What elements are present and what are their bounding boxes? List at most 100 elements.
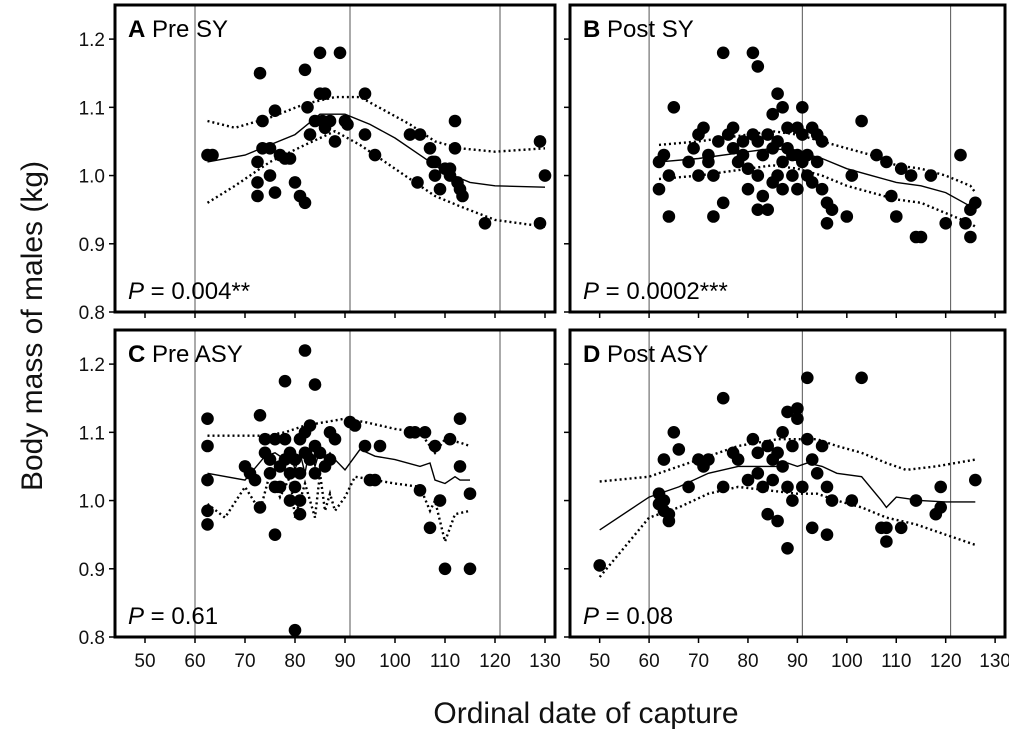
panel-a-point-2 xyxy=(251,189,264,203)
panel-b-point-4 xyxy=(662,210,676,223)
panel-a-point-54 xyxy=(538,169,552,182)
panel-c-point-53 xyxy=(413,484,427,497)
panel-d-point-44 xyxy=(815,439,829,453)
panel-a-point-31 xyxy=(341,118,354,131)
panel-d-point-26 xyxy=(766,473,779,487)
panel-d-point-31 xyxy=(781,405,794,419)
panel-d-frame xyxy=(568,328,1007,639)
panel-d-point-27 xyxy=(771,446,784,460)
panel-a-point-4 xyxy=(251,155,264,169)
panel-a-point-36 xyxy=(411,176,424,189)
panel-c-point-61 xyxy=(453,460,467,473)
panel-d-point-29 xyxy=(776,426,789,439)
panel-d-point-28 xyxy=(771,514,784,528)
panel-b-point-9 xyxy=(692,169,705,182)
panel-a-point-38 xyxy=(423,142,437,155)
panel-d-point-33 xyxy=(781,542,794,555)
panel-c-point-37 xyxy=(308,378,322,391)
panel-c-point-16 xyxy=(268,528,282,541)
panel-d-point-40 xyxy=(801,432,814,446)
panel-b-point-16 xyxy=(716,46,730,60)
panel-a-point-10 xyxy=(268,104,282,117)
panel-a-point-42 xyxy=(433,182,447,196)
panel-c-point-18 xyxy=(273,480,287,494)
panel-a-point-47 xyxy=(448,142,462,155)
panel-c-point-47 xyxy=(358,439,372,453)
panel-d-fit-line xyxy=(599,462,976,531)
panel-c-point-25 xyxy=(288,623,302,637)
panel-b-point-14 xyxy=(707,210,720,223)
panel-b-point-26 xyxy=(746,46,760,60)
panel-b-point-67 xyxy=(845,169,859,182)
panel-c-point-19 xyxy=(278,374,292,388)
panel-d-point-24 xyxy=(761,439,774,453)
panel-c-ytick-label: 0.9 xyxy=(79,560,105,581)
panel-b-point-12 xyxy=(702,155,715,169)
panel-a-point-22 xyxy=(313,46,327,60)
panel-d-point-49 xyxy=(855,371,868,385)
panel-c-fit-line xyxy=(207,445,470,485)
panel-b-p-text: = 0.0002*** xyxy=(599,278,728,305)
panel-b-upper-ci-line xyxy=(658,129,977,194)
panel-b-point-39 xyxy=(771,87,784,100)
panel-a-point-35 xyxy=(403,128,417,141)
panel-b-lower-ci-line xyxy=(658,164,976,228)
panel-d-point-4 xyxy=(657,494,671,507)
panel-c-p-symbol: P xyxy=(128,603,144,630)
panel-b-point-74 xyxy=(904,169,918,182)
panel-d-point-37 xyxy=(791,412,804,426)
panel-a: 0.8 0.9 1.0 1.1 1.2 A Pre SY P = 0.004** xyxy=(79,3,557,324)
panel-b-point-29 xyxy=(751,135,765,148)
panel-d-letter: D xyxy=(583,341,600,368)
panel-d-point-23 xyxy=(761,507,774,521)
panel-b-point-23 xyxy=(736,148,750,162)
panel-c-ytick-label: 1.2 xyxy=(79,355,105,376)
panel-d-point-7 xyxy=(662,514,676,528)
panel-b-point-20 xyxy=(726,142,740,155)
panel-b-point-25 xyxy=(741,182,755,196)
panel-c-label: C Pre ASY xyxy=(128,341,243,368)
panel-d-title: Post ASY xyxy=(600,341,708,368)
panel-b-point-51 xyxy=(791,182,804,196)
panel-d-point-20 xyxy=(751,446,765,460)
panel-b-point-19 xyxy=(726,121,740,135)
panel-b-point-53 xyxy=(796,128,809,141)
panel-c-ytick-label: 1.1 xyxy=(79,423,105,444)
panel-a-p-text: = 0.004** xyxy=(144,278,250,305)
panel-c-point-44 xyxy=(328,432,342,446)
panel-b-point-45 xyxy=(781,121,794,135)
panel-b-point-48 xyxy=(786,169,799,182)
panel-c-point-1 xyxy=(201,439,214,453)
panel-c: 0.8 0.9 1.0 1.1 1.2 50 60 70 80 90 100 110 120 130 C P… xyxy=(79,328,561,672)
panel-d-xtick-label: 70 xyxy=(688,651,709,672)
panel-d: 50 60 70 80 90 100 110 120 130 D Post ASY P = 0.08 xyxy=(564,328,1009,672)
panel-c-point-4 xyxy=(201,518,214,531)
panel-c-point-55 xyxy=(423,521,437,535)
panel-d-point-45 xyxy=(820,480,834,494)
panel-b-point-77 xyxy=(924,169,938,182)
panel-d-point-39 xyxy=(801,371,814,385)
panel-b-point-72 xyxy=(890,210,903,223)
panel-b-point-65 xyxy=(825,203,839,216)
panel-a-point-17 xyxy=(298,196,312,210)
panel-b-point-40 xyxy=(771,135,784,148)
panel-c-point-31 xyxy=(293,507,307,521)
panel-a-ytick-label: 1.1 xyxy=(79,98,105,119)
panel-c-p-text: = 0.61 xyxy=(144,603,218,630)
panel-d-point-43 xyxy=(810,467,824,480)
panel-d-point-3 xyxy=(657,453,671,466)
panel-c-xtick-label: 80 xyxy=(284,651,305,672)
panel-a-point-18 xyxy=(298,63,312,77)
panel-c-point-63 xyxy=(463,562,477,576)
panel-c-point-62 xyxy=(463,487,477,501)
panel-d-xtick-label: 110 xyxy=(881,651,911,672)
panel-c-point-14 xyxy=(268,432,282,446)
panel-d-point-17 xyxy=(731,453,745,466)
panel-d-point-18 xyxy=(741,473,755,487)
panel-a-ytick-label: 1.0 xyxy=(79,167,105,188)
panel-c-point-20 xyxy=(278,432,292,446)
panel-d-point-46 xyxy=(820,528,834,541)
panel-a-point-3 xyxy=(251,176,264,189)
panel-b-point-78 xyxy=(939,217,952,230)
panel-c-xtick-label: 130 xyxy=(529,651,561,672)
